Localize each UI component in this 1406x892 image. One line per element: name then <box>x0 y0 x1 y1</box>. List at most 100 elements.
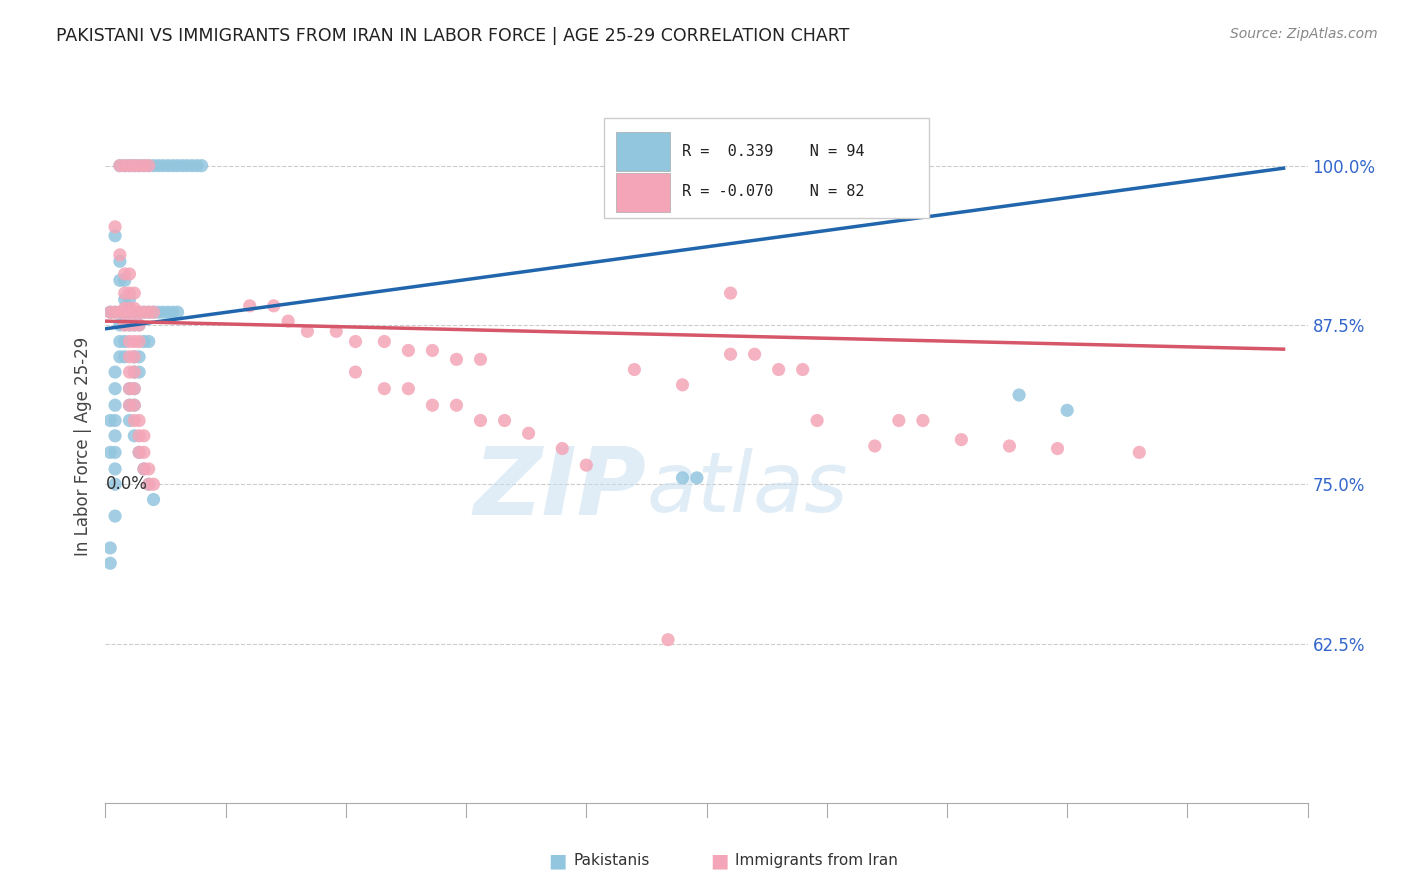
Point <box>911 413 934 427</box>
Point <box>1128 445 1150 459</box>
Point <box>108 350 131 364</box>
Point <box>118 286 141 301</box>
Point <box>114 318 136 332</box>
Point <box>108 273 131 287</box>
Point <box>124 398 146 412</box>
Point <box>132 429 155 443</box>
Point <box>142 477 165 491</box>
Point <box>114 350 136 364</box>
Point <box>998 439 1021 453</box>
Point <box>104 398 127 412</box>
Point <box>344 365 367 379</box>
Point <box>118 318 141 332</box>
Point <box>124 382 146 396</box>
Point <box>1056 403 1078 417</box>
Point <box>114 318 136 332</box>
Point <box>768 362 790 376</box>
Point <box>277 314 299 328</box>
Point <box>138 477 160 491</box>
Point <box>114 159 136 173</box>
Point <box>118 267 141 281</box>
FancyBboxPatch shape <box>605 118 929 218</box>
Point <box>671 471 693 485</box>
Point <box>162 159 184 173</box>
Point <box>124 398 146 412</box>
Point <box>128 413 150 427</box>
Point <box>128 318 150 332</box>
Point <box>186 159 208 173</box>
Point <box>152 305 174 319</box>
Point <box>98 305 121 319</box>
Point <box>98 541 121 555</box>
Point <box>124 350 146 364</box>
Point <box>263 299 285 313</box>
Point <box>754 159 776 173</box>
Point <box>138 305 160 319</box>
Point <box>551 442 574 456</box>
Point <box>114 293 136 307</box>
Point <box>950 433 973 447</box>
Point <box>114 334 136 349</box>
Point <box>446 398 468 412</box>
Point <box>1046 442 1069 456</box>
Point <box>114 159 136 173</box>
Point <box>657 632 679 647</box>
Point <box>118 365 141 379</box>
Point <box>114 267 136 281</box>
Point <box>124 305 146 319</box>
Point <box>114 286 136 301</box>
Point <box>118 398 141 412</box>
Point <box>104 365 127 379</box>
Point <box>128 318 150 332</box>
Point <box>373 334 395 349</box>
Point <box>132 445 155 459</box>
Point <box>138 305 160 319</box>
Point <box>104 305 127 319</box>
Point <box>176 159 198 173</box>
Point <box>142 492 165 507</box>
Point <box>181 159 204 173</box>
Point <box>118 382 141 396</box>
Point <box>118 159 141 173</box>
Point <box>162 305 184 319</box>
Point <box>132 462 155 476</box>
Point <box>114 273 136 287</box>
Point <box>138 477 160 491</box>
Point <box>118 350 141 364</box>
Point <box>104 305 127 319</box>
Point <box>128 334 150 349</box>
Point <box>132 305 155 319</box>
Text: PAKISTANI VS IMMIGRANTS FROM IRAN IN LABOR FORCE | AGE 25-29 CORRELATION CHART: PAKISTANI VS IMMIGRANTS FROM IRAN IN LAB… <box>56 27 849 45</box>
Point <box>124 301 146 316</box>
Point <box>124 429 146 443</box>
Point <box>138 462 160 476</box>
Point <box>128 445 150 459</box>
Point <box>806 413 828 427</box>
Point <box>190 159 212 173</box>
Point <box>297 324 319 338</box>
Point <box>156 305 179 319</box>
Point <box>396 343 419 358</box>
Point <box>104 228 127 243</box>
Text: Source: ZipAtlas.com: Source: ZipAtlas.com <box>1230 27 1378 41</box>
Point <box>118 293 141 307</box>
Point <box>108 334 131 349</box>
Point <box>166 305 188 319</box>
Point <box>118 305 141 319</box>
Point <box>623 362 645 376</box>
Point <box>166 159 188 173</box>
Point <box>124 305 146 319</box>
Point <box>108 159 131 173</box>
Point <box>104 509 127 524</box>
Text: ZIP: ZIP <box>474 442 647 535</box>
Point <box>239 299 262 313</box>
Point <box>124 365 146 379</box>
Point <box>124 159 146 173</box>
Point <box>470 413 492 427</box>
Point <box>118 334 141 349</box>
Point <box>124 365 146 379</box>
Point <box>863 439 886 453</box>
Point <box>118 318 141 332</box>
Point <box>124 286 146 301</box>
Point <box>671 377 693 392</box>
